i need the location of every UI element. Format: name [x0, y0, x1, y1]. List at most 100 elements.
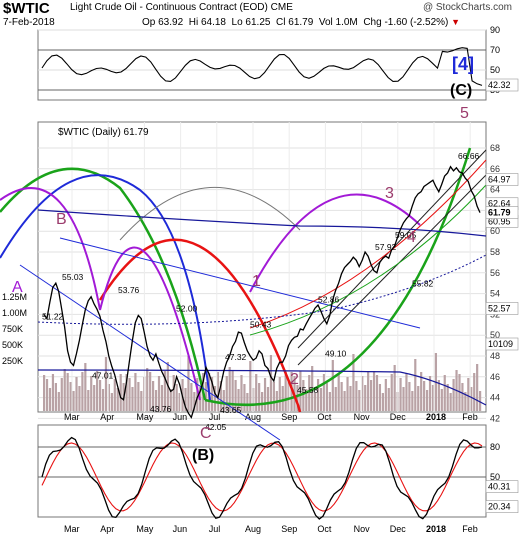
volume-bar — [178, 393, 181, 411]
volume-bar — [169, 389, 172, 411]
bottom-value-label: 20.34 — [488, 502, 511, 512]
volume-bar — [152, 381, 155, 411]
price-y-tick: 56 — [490, 268, 500, 278]
volume-bar — [93, 385, 96, 411]
volume-bar — [290, 372, 293, 411]
volume-bar — [346, 377, 349, 411]
volume-bar — [107, 384, 111, 411]
volume-bar — [328, 392, 331, 411]
volume-bar — [443, 375, 446, 411]
purple-arc-right — [249, 193, 421, 293]
volume-bar — [219, 381, 222, 411]
bottom-x-tick: Jul — [209, 524, 221, 534]
volume-bar — [314, 393, 317, 411]
price-annotation: 52.86 — [318, 294, 340, 304]
top-oscillator-line — [41, 47, 483, 86]
volume-bar — [476, 364, 479, 411]
volume-bar — [278, 377, 281, 411]
volume-bar — [269, 355, 273, 411]
price-y-tick: 64 — [490, 185, 500, 195]
volume-bar — [234, 380, 237, 411]
navy-dotted-average — [37, 254, 487, 325]
volume-bar — [193, 392, 196, 411]
top-value-label: 42.32 — [488, 80, 511, 90]
price-x-tick: Dec — [390, 412, 407, 422]
red-moving-average — [249, 159, 487, 329]
volume-bar — [281, 386, 284, 411]
wave-label-top: (C) — [450, 82, 472, 99]
volume-bar — [340, 382, 343, 411]
volume-bar — [255, 374, 258, 411]
price-x-tick: Jun — [173, 412, 188, 422]
volume-bar — [316, 379, 320, 411]
price-annotation: 66.66 — [458, 151, 480, 161]
blue-trendline-lower — [19, 264, 281, 441]
price-annotation: 57.92 — [375, 242, 397, 252]
top-y-tick: 90 — [490, 25, 500, 35]
volume-bar — [228, 367, 231, 411]
top-y-tick: 70 — [490, 45, 500, 55]
volume-bar — [479, 391, 482, 411]
volume-bar — [104, 357, 108, 411]
exchange-label: CME — [270, 2, 293, 13]
red-arc — [98, 238, 302, 413]
volume-bar — [425, 390, 429, 411]
close-value: Cl 61.79 — [276, 17, 314, 28]
chart-name: Light Crude Oil - Continuous Contract (E… — [70, 2, 293, 13]
value-box-label: 64.97 — [488, 175, 511, 185]
volume-bar — [190, 383, 193, 411]
volume-bar — [60, 378, 63, 411]
price-annotation: 53.76 — [118, 285, 140, 295]
price-annotation: 47.01 — [92, 370, 114, 380]
volume-bar — [137, 382, 140, 411]
bottom-panel-frame — [37, 424, 487, 518]
price-x-tick: May — [136, 412, 154, 422]
volume-bar — [57, 392, 60, 411]
volume-bar — [452, 379, 455, 411]
bottom-value-label: 40.31 — [488, 482, 511, 492]
value-box-label: 62.64 — [488, 199, 511, 209]
price-x-tick: Mar — [64, 412, 80, 422]
volume-bar — [43, 375, 46, 411]
price-annotation: 49.10 — [325, 349, 347, 359]
volume-bar — [243, 384, 246, 411]
volume-bar — [414, 359, 417, 411]
bottom-x-tick: Jun — [173, 524, 188, 534]
price-annotation: 51.22 — [42, 312, 64, 322]
wave-label: 1 — [252, 273, 261, 290]
price-annotation: 55.82 — [412, 279, 434, 289]
volume-bar — [446, 384, 449, 411]
price-x-tick: Apr — [100, 412, 114, 422]
volume-bar — [302, 380, 305, 411]
bottom-y-tick: 80 — [490, 442, 500, 452]
price-y-tick: 58 — [490, 247, 500, 257]
price-annotation: 50.43 — [250, 320, 272, 330]
volume-bar — [81, 372, 84, 411]
volume-bar — [467, 378, 470, 411]
volume-bar — [458, 374, 461, 411]
volume-bar — [125, 374, 128, 411]
low-value: Lo 61.25 — [231, 17, 271, 28]
price-series-line — [43, 165, 481, 419]
volume-bar — [364, 385, 367, 411]
volume-bar — [381, 393, 384, 411]
volume-bar — [231, 371, 234, 411]
volume-bar — [75, 377, 78, 411]
volume-bar — [222, 390, 225, 411]
volume-bar — [140, 391, 143, 411]
volume-bar — [284, 372, 287, 411]
gray-arc — [119, 187, 301, 241]
volume-bar — [352, 354, 355, 411]
volume-bar — [96, 371, 99, 411]
volume-tick: 250K — [2, 356, 23, 366]
volume-bar — [319, 388, 323, 411]
volume-bar — [358, 390, 361, 411]
bottom-x-tick: Dec — [390, 524, 407, 534]
price-annotation: 45.58 — [297, 385, 319, 395]
price-y-tick: 68 — [490, 143, 500, 153]
bottom-oscillator-line — [41, 436, 483, 520]
volume-bar — [408, 382, 411, 411]
price-annotation: 42.05 — [205, 422, 227, 432]
volume-tick: 1.00M — [2, 308, 27, 318]
price-legend: $WTIC (Daily) 61.79 — [58, 127, 149, 138]
